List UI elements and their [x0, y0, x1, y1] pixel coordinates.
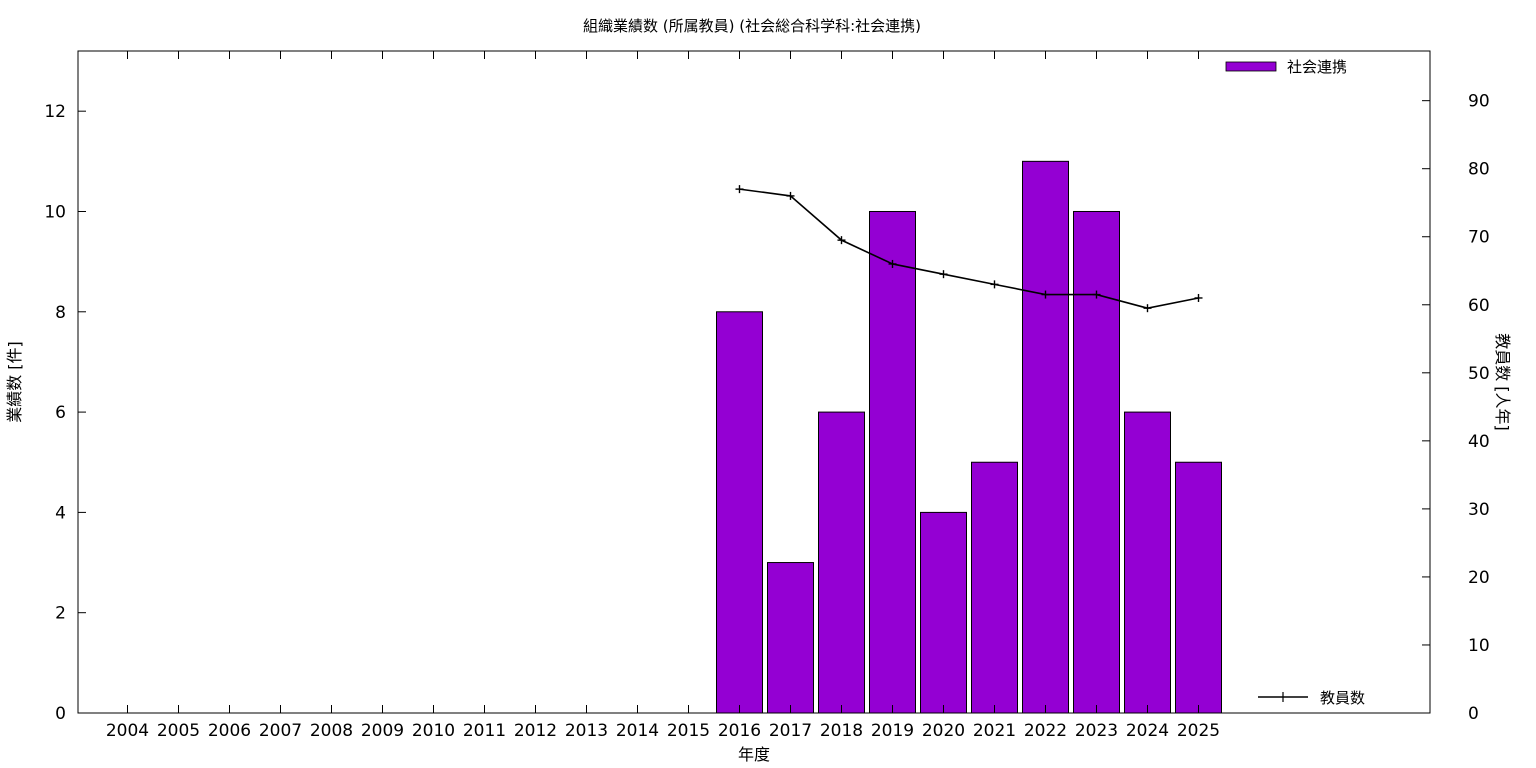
plot-frame	[77, 50, 1431, 714]
line-point	[1194, 293, 1203, 302]
y-axis-right: 0 10 20 30 40 50 60 70 80 90	[1422, 92, 1490, 724]
line-point	[735, 185, 744, 194]
x-tick-label: 2021	[973, 721, 1016, 741]
legend-line: 教員数	[1258, 689, 1365, 707]
x-tick-label: 2017	[769, 721, 812, 741]
x-tick-label: 2009	[361, 721, 404, 741]
y-axis-label: 業績数 [件]	[5, 341, 24, 423]
x-tick-label: 2024	[1126, 721, 1169, 741]
line-series	[739, 188, 1199, 310]
bar	[1124, 411, 1171, 714]
bars-layer	[716, 160, 1222, 714]
y-tick-label: 6	[55, 403, 66, 423]
y2-tick-label: 70	[1468, 228, 1490, 248]
bar	[869, 210, 916, 714]
legend-bar-label: 社会連携	[1287, 58, 1347, 76]
y2-tick-label: 40	[1468, 432, 1490, 452]
y-tick-label: 12	[44, 102, 66, 122]
y-tick-label: 2	[55, 604, 66, 624]
y2-tick-label: 50	[1468, 364, 1490, 384]
bar	[920, 511, 967, 714]
y-tick-label: 10	[44, 202, 66, 222]
y2-tick-label: 20	[1468, 568, 1490, 588]
y2-tick-label: 0	[1468, 704, 1479, 724]
legend-bar: 社会連携	[1225, 58, 1347, 76]
x-tick-label: 2018	[820, 721, 863, 741]
x-tick-label: 2015	[667, 721, 710, 741]
x-tick-label: 2004	[106, 721, 149, 741]
x-tick-label: 2025	[1177, 721, 1220, 741]
y2-tick-label: 30	[1468, 500, 1490, 520]
bar	[818, 411, 865, 714]
x-tick-label: 2008	[310, 721, 353, 741]
line-point	[888, 259, 897, 268]
x-axis: 2004 2005 2006 2007 2008 2009 2010 2011 2012 2013…	[106, 51, 1220, 741]
chart-title: 組織業績数 (所属教員) (社会総合科学科:社会連携)	[583, 17, 921, 35]
x-tick-label: 2012	[514, 721, 557, 741]
x-tick-label: 2023	[1075, 721, 1118, 741]
line-point	[990, 280, 999, 289]
x-tick-label: 2005	[157, 721, 200, 741]
y2-tick-label: 80	[1468, 160, 1490, 180]
y-tick-label: 8	[55, 303, 66, 323]
y2-axis-label: 教員数 [人年]	[1493, 333, 1512, 431]
legend-bar-swatch	[1225, 61, 1277, 72]
bar	[1175, 461, 1222, 714]
x-tick-label: 2014	[616, 721, 659, 741]
y-tick-label: 4	[55, 503, 66, 523]
line-point	[939, 270, 948, 279]
line-point	[1092, 290, 1101, 299]
x-axis-label: 年度	[738, 745, 770, 764]
y2-tick-label: 90	[1468, 92, 1490, 112]
x-tick-label: 2011	[463, 721, 506, 741]
y2-tick-label: 60	[1468, 296, 1490, 316]
x-tick-label: 2020	[922, 721, 965, 741]
bar	[971, 461, 1018, 714]
y2-tick-label: 10	[1468, 636, 1490, 656]
x-tick-label: 2022	[1024, 721, 1067, 741]
x-tick-label: 2016	[718, 721, 761, 741]
line-point	[1143, 304, 1152, 313]
bar	[767, 562, 814, 714]
x-tick-label: 2010	[412, 721, 455, 741]
bar	[716, 311, 763, 714]
x-tick-label: 2019	[871, 721, 914, 741]
x-tick-label: 2006	[208, 721, 251, 741]
legend-line-label: 教員数	[1320, 689, 1365, 707]
line-point	[837, 236, 846, 245]
y-tick-label: 0	[55, 704, 66, 724]
bar	[1022, 160, 1069, 714]
line-point	[786, 191, 795, 200]
bar	[1073, 210, 1120, 714]
y-axis-left: 0 2 4 6 8 10 12	[44, 102, 86, 724]
line-point	[1041, 290, 1050, 299]
x-tick-label: 2007	[259, 721, 302, 741]
line-layer	[735, 185, 1203, 313]
x-tick-label: 2013	[565, 721, 608, 741]
